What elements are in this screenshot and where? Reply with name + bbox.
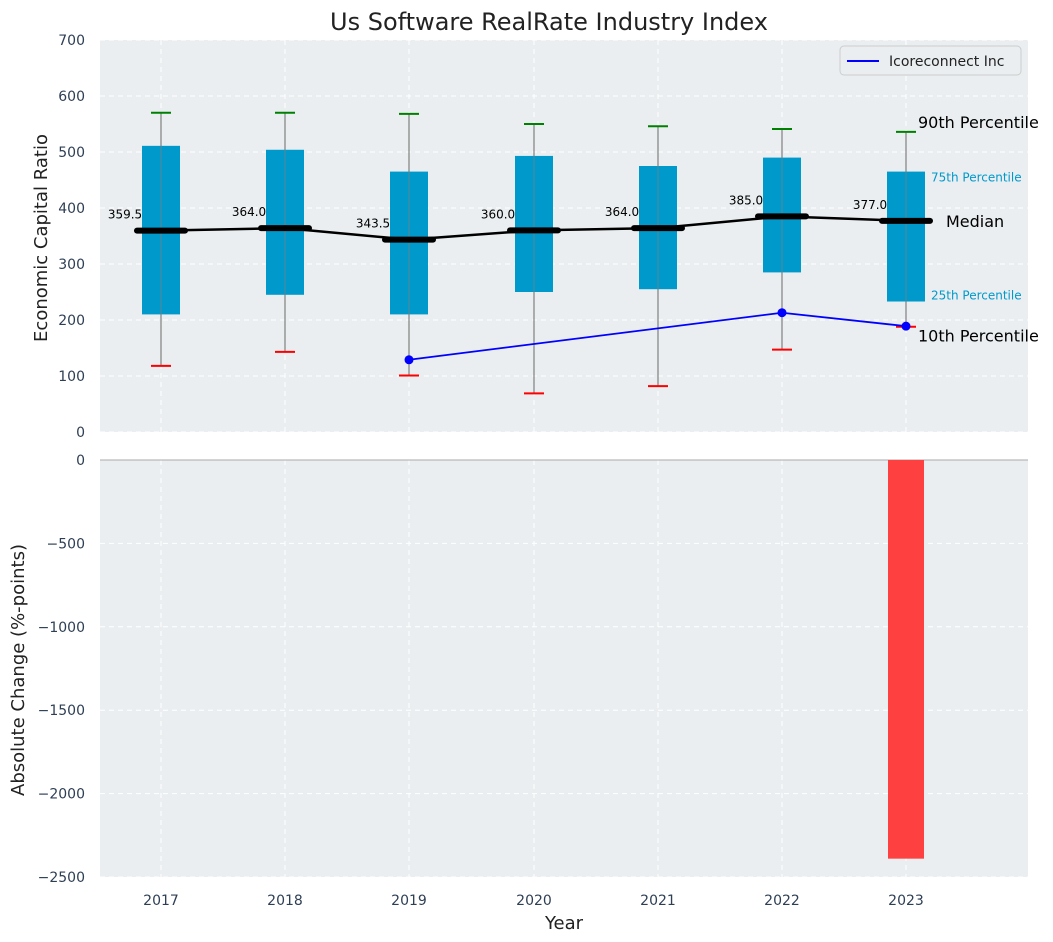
median-value-label: 364.0 bbox=[605, 205, 639, 219]
median-value-label: 360.0 bbox=[481, 207, 515, 221]
top-y-axis-label: Economic Capital Ratio bbox=[31, 134, 52, 342]
p75-annotation: 75th Percentile bbox=[931, 171, 1022, 185]
top-panel: 0 100 200 300 400 500 600 700 359.5 364.0 343.5 360… bbox=[58, 33, 1039, 441]
x-axis-label: Year bbox=[544, 913, 584, 934]
bottom-y-tick-label: −1000 bbox=[38, 620, 85, 636]
bottom-y-tick-label: −500 bbox=[47, 536, 85, 552]
p90-annotation: 90th Percentile bbox=[918, 113, 1039, 132]
median-value-label: 377.0 bbox=[853, 198, 887, 212]
top-y-tick-label: 500 bbox=[58, 145, 85, 161]
bottom-y-tick-label: 0 bbox=[76, 453, 85, 469]
top-y-tick-label: 400 bbox=[58, 201, 85, 217]
bottom-plot-area bbox=[100, 460, 1028, 877]
x-tick-label: 2022 bbox=[764, 893, 800, 909]
x-tick-label: 2018 bbox=[267, 893, 303, 909]
median-annotation: Median bbox=[946, 212, 1004, 231]
top-y-tick-label: 300 bbox=[58, 257, 85, 273]
x-tick-label: 2019 bbox=[391, 893, 427, 909]
chart-title: Us Software RealRate Industry Index bbox=[330, 8, 768, 36]
legend-box bbox=[839, 45, 1022, 76]
median-value-label: 343.5 bbox=[356, 217, 390, 231]
bottom-y-tick-label: −2500 bbox=[38, 870, 85, 886]
bottom-panel: 0 −500 −1000 −1500 −2000 −2500 2017 2018 2019 202… bbox=[38, 453, 1028, 909]
top-y-tick-label: 700 bbox=[58, 33, 85, 49]
change-bar bbox=[888, 460, 924, 859]
p25-annotation: 25th Percentile bbox=[931, 289, 1022, 303]
median-value-label: 359.5 bbox=[108, 208, 142, 222]
x-tick-label: 2021 bbox=[640, 893, 676, 909]
company-point bbox=[901, 321, 911, 331]
top-y-tick-label: 100 bbox=[58, 369, 85, 385]
legend-entry-label: Icoreconnect Inc bbox=[889, 54, 1004, 70]
top-plot-area bbox=[100, 40, 1028, 432]
top-y-tick-label: 200 bbox=[58, 313, 85, 329]
x-tick-label: 2020 bbox=[516, 893, 552, 909]
p10-annotation: 10th Percentile bbox=[918, 327, 1039, 346]
company-point bbox=[777, 308, 787, 318]
median-value-label: 385.0 bbox=[729, 193, 763, 207]
company-point bbox=[404, 355, 414, 365]
x-tick-label: 2017 bbox=[143, 893, 179, 909]
top-y-tick-label: 600 bbox=[58, 89, 85, 105]
bottom-y-axis-label: Absolute Change (%-points) bbox=[8, 544, 29, 796]
bottom-y-tick-label: −2000 bbox=[38, 787, 85, 803]
legend: Icoreconnect Inc bbox=[839, 45, 1022, 76]
top-y-tick-label: 0 bbox=[76, 425, 85, 441]
median-value-label: 364.0 bbox=[232, 205, 266, 219]
bottom-y-tick-label: −1500 bbox=[38, 703, 85, 719]
x-tick-label: 2023 bbox=[888, 893, 924, 909]
